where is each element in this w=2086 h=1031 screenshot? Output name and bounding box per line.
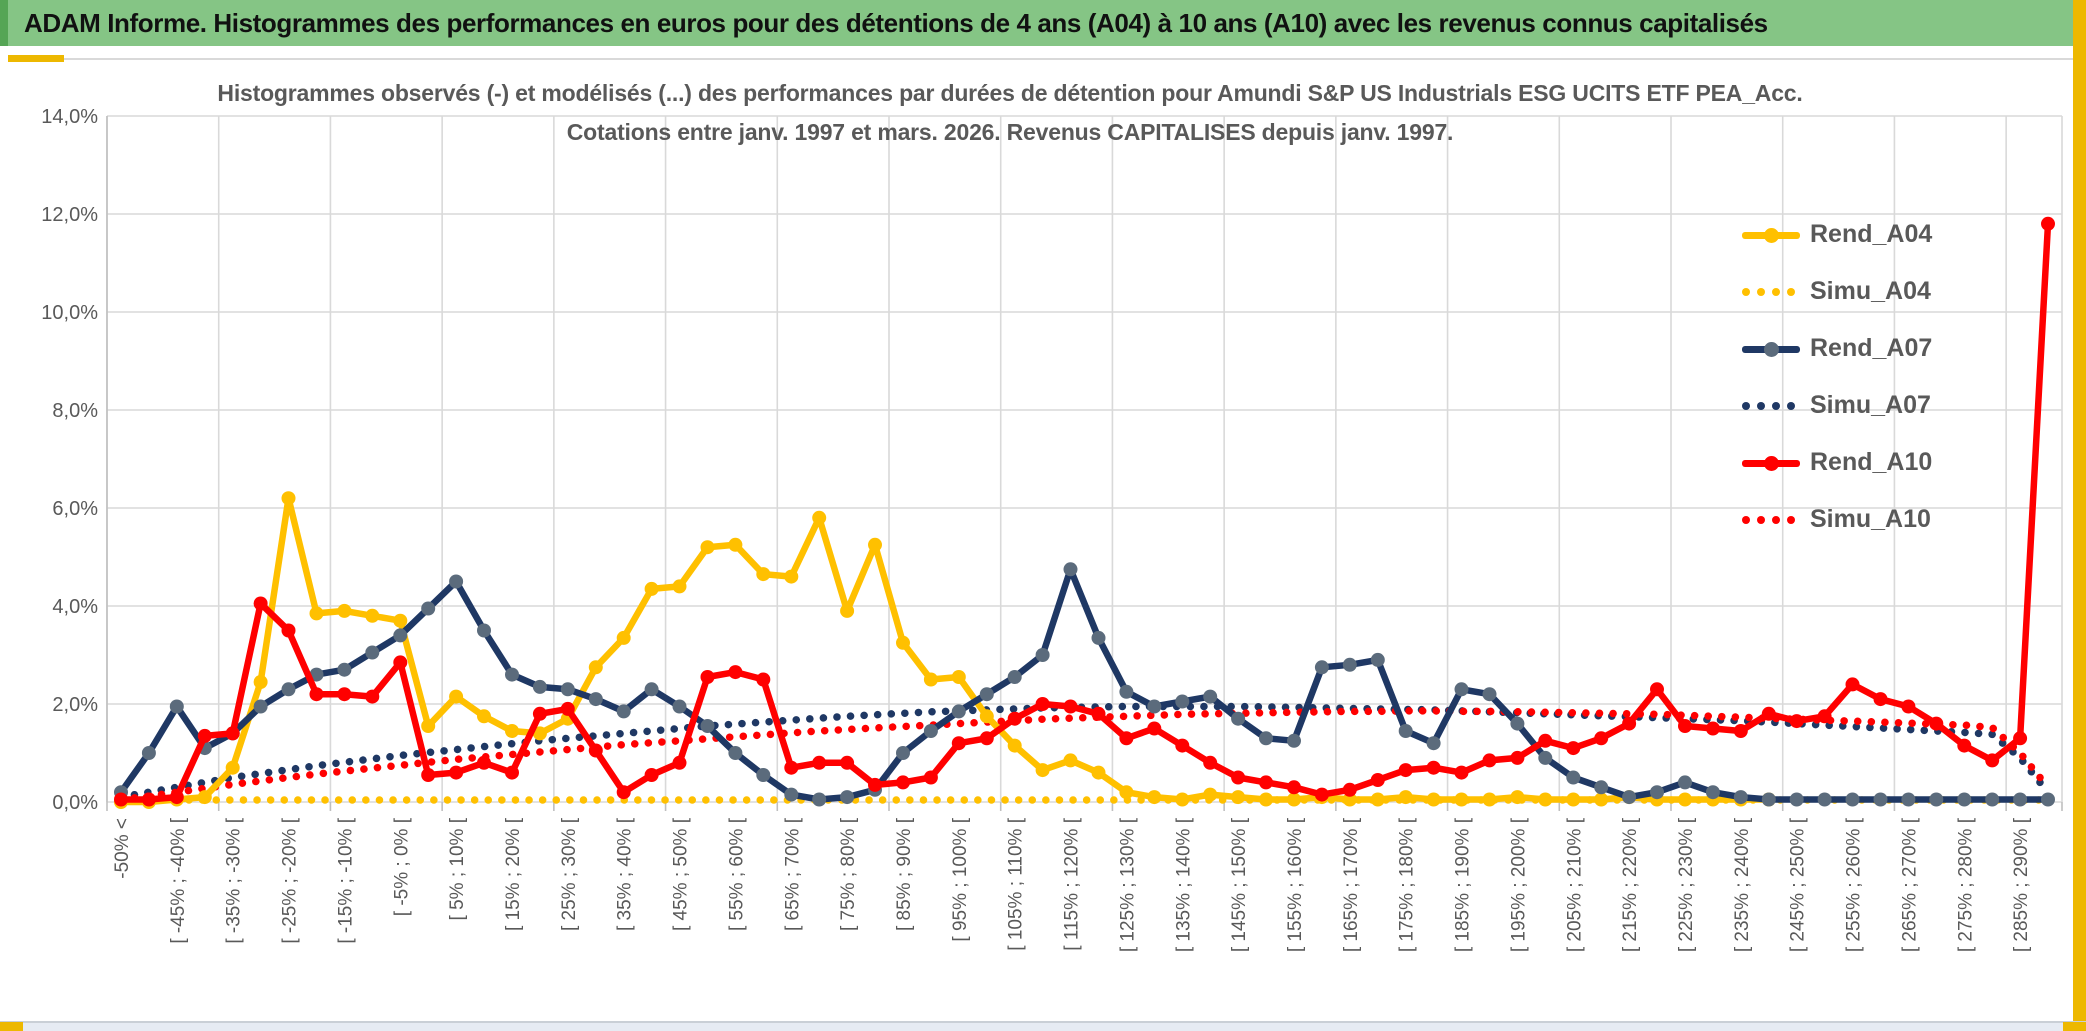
legend-line-sample — [1742, 341, 1800, 357]
y-axis-label: 0,0% — [52, 792, 98, 814]
legend-label: Simu_A10 — [1810, 505, 1931, 533]
legend-dotted-sample — [1742, 284, 1800, 300]
legend-item-Simu_A04[interactable]: Simu_A04 — [1742, 263, 2072, 320]
x-axis-label: [ 165% ; 170% [ — [1341, 817, 1362, 952]
x-axis-label: [ 125% ; 130% [ — [1117, 817, 1138, 952]
legend-item-Simu_A10[interactable]: Simu_A10 — [1742, 491, 2072, 548]
x-axis-label: [ 235% ; 240% [ — [1732, 817, 1753, 952]
legend-item-Rend_A04[interactable]: Rend_A04 — [1742, 206, 2072, 263]
legend-label: Simu_A04 — [1810, 277, 1931, 305]
x-axis-label: [ 95% ; 100% [ — [950, 817, 971, 941]
bottom-right-gold-square — [2063, 1022, 2086, 1031]
banner-left-sliver — [0, 0, 8, 46]
series-Rend_A10-line[interactable] — [117, 220, 2052, 803]
x-axis-label: [ -35% ; -30% [ — [224, 817, 245, 943]
x-axis-label: [ 245% ; 250% [ — [1788, 817, 1809, 952]
legend-item-Rend_A07[interactable]: Rend_A07 — [1742, 320, 2072, 377]
x-axis-label: [ 265% ; 270% [ — [1899, 817, 1920, 952]
x-axis-label: [ 285% ; 290% [ — [2011, 817, 2032, 952]
top-hairline — [64, 58, 2074, 60]
legend-dotted-sample — [1742, 398, 1800, 414]
y-axis-label: 8,0% — [52, 400, 98, 422]
x-axis-label: [ -45% ; -40% [ — [168, 817, 189, 943]
y-axis-label: 14,0% — [41, 106, 98, 128]
x-axis-label: [ -25% ; -20% [ — [280, 817, 301, 943]
y-axis-label: 12,0% — [41, 204, 98, 226]
x-axis-label: [ 215% ; 220% [ — [1620, 817, 1641, 952]
y-axis-label: 4,0% — [52, 596, 98, 618]
series-Rend_A07-markers[interactable] — [114, 562, 2055, 807]
legend-label: Rend_A07 — [1810, 334, 1933, 362]
legend-label: Simu_A07 — [1810, 391, 1931, 419]
y-axis-label: 10,0% — [41, 302, 98, 324]
x-axis-label: [ 185% ; 190% [ — [1453, 817, 1474, 952]
x-axis-label: [ 255% ; 260% [ — [1844, 817, 1865, 952]
x-axis-label: [ 45% ; 50% [ — [671, 817, 692, 931]
legend-label: Rend_A04 — [1810, 220, 1933, 248]
x-axis-label: -50% < — [112, 818, 133, 879]
x-axis-label: [ -15% ; -10% [ — [335, 817, 356, 943]
x-axis-label: [ 115% ; 120% [ — [1062, 817, 1083, 950]
right-gold-strip — [2073, 0, 2086, 1031]
legend-label: Rend_A10 — [1810, 448, 1933, 476]
chart-title-line1: Histogrammes observés (-) et modélisés (… — [217, 80, 1803, 106]
x-axis-label: [ -5% ; 0% [ — [391, 817, 412, 916]
page-title: ADAM Informe. Histogrammes des performan… — [24, 7, 1768, 38]
x-axis-label: [ 135% ; 140% [ — [1173, 817, 1194, 952]
x-axis-label: [ 195% ; 200% [ — [1508, 817, 1529, 952]
x-axis-label: [ 155% ; 160% [ — [1285, 817, 1306, 952]
chart-title-line2: Cotations entre janv. 1997 et mars. 2026… — [566, 119, 1454, 145]
x-axis-label: [ 175% ; 180% [ — [1397, 817, 1418, 952]
x-axis-label: [ 55% ; 60% [ — [726, 817, 747, 931]
x-axis-label: [ 225% ; 230% [ — [1676, 817, 1697, 952]
bottom-left-gold-square — [0, 1022, 23, 1031]
y-axis-label: 2,0% — [52, 694, 98, 716]
legend-item-Rend_A10[interactable]: Rend_A10 — [1742, 434, 2072, 491]
bottom-hairline — [0, 1021, 2086, 1023]
x-axis-label: [ 25% ; 30% [ — [559, 817, 580, 931]
gold-underline — [8, 55, 64, 62]
x-axis-label: [ 85% ; 90% [ — [894, 817, 915, 931]
y-axis-label: 6,0% — [52, 498, 98, 520]
series-Rend_A10-markers[interactable] — [114, 216, 2055, 807]
series-Simu_A10-line[interactable] — [117, 707, 2052, 804]
chart-legend: Rend_A04 Simu_A04 Rend_A07 Simu_A07 Rend_A10… — [1742, 206, 2072, 548]
x-axis-label: [ 205% ; 210% [ — [1564, 817, 1585, 952]
x-axis-label: [ 35% ; 40% [ — [615, 817, 636, 931]
legend-line-sample — [1742, 227, 1800, 243]
x-axis-label: [ 275% ; 280% [ — [1955, 817, 1976, 952]
series-Rend_A07-line[interactable] — [117, 566, 2052, 803]
x-axis-label: [ 65% ; 70% [ — [782, 817, 803, 931]
x-axis-label: [ 5% ; 10% [ — [447, 817, 468, 920]
bottom-bar — [0, 1023, 2086, 1031]
legend-dotted-sample — [1742, 512, 1800, 528]
legend-item-Simu_A07[interactable]: Simu_A07 — [1742, 377, 2072, 434]
x-axis-label: [ 75% ; 80% [ — [838, 817, 859, 931]
x-axis-label: [ 145% ; 150% [ — [1229, 817, 1250, 952]
x-axis-label: [ 105% ; 110% [ — [1006, 817, 1027, 950]
x-axis-label: [ 15% ; 20% [ — [503, 817, 524, 931]
title-banner: ADAM Informe. Histogrammes des performan… — [0, 0, 2074, 46]
legend-line-sample — [1742, 455, 1800, 471]
